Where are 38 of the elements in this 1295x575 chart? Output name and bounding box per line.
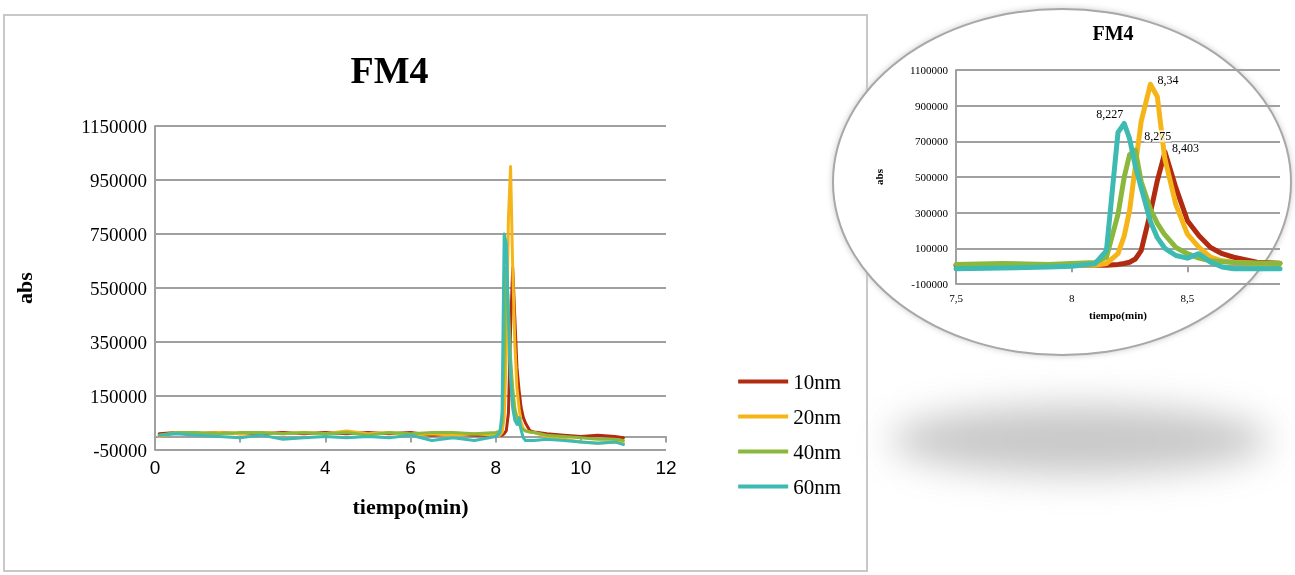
y-tick-label: 1100000 [909, 64, 949, 76]
x-tick-label: 4 [320, 457, 332, 478]
y-axis-title: abs [11, 271, 37, 304]
x-tick-label: 2 [234, 457, 246, 478]
x-axis-title: tiempo(min) [1088, 308, 1148, 322]
annotation: 8,403 [1171, 141, 1199, 156]
x-tick-label: 8 [490, 457, 501, 478]
x-tick-label: 6 [405, 457, 416, 478]
annotation: 8,227 [1096, 106, 1124, 121]
y-tick-label: 750000 [90, 223, 147, 245]
annotation: 8,275 [1144, 129, 1172, 144]
x-tick-label: 7,5 [949, 291, 964, 304]
legend-label: 40nm [793, 439, 842, 464]
annotation: 8,34 [1157, 73, 1179, 88]
y-tick-label: -50000 [93, 439, 147, 461]
legend-label: 60nm [793, 474, 842, 499]
y-tick-label: 950000 [90, 169, 147, 191]
x-tick-label: 10 [570, 457, 592, 478]
y-tick-label: 500000 [915, 171, 949, 183]
y-tick-label: 150000 [90, 385, 147, 407]
chart-title: FM4 [350, 49, 429, 91]
y-tick-label: 300000 [915, 206, 949, 219]
x-tick-label: 0 [149, 457, 161, 478]
y-tick-label: 100000 [915, 242, 949, 255]
y-tick-label: 700000 [915, 135, 949, 148]
x-tick-label: 12 [655, 457, 677, 478]
y-axis-title: abs [872, 168, 885, 185]
y-tick-label: 350000 [90, 331, 147, 353]
y-tick-label: 900000 [915, 99, 949, 112]
legend-label: 10nm [793, 369, 842, 394]
legend-label: 20nm [793, 404, 842, 429]
x-tick-label: 8 [1068, 291, 1075, 304]
y-tick-label: 550000 [90, 277, 147, 299]
x-axis-title: tiempo(min) [352, 493, 469, 519]
chart-title: FM4 [1092, 22, 1134, 44]
x-tick-label: 8,5 [1180, 291, 1195, 304]
y-tick-label: 1150000 [81, 115, 147, 137]
y-tick-label: -100000 [911, 278, 949, 290]
